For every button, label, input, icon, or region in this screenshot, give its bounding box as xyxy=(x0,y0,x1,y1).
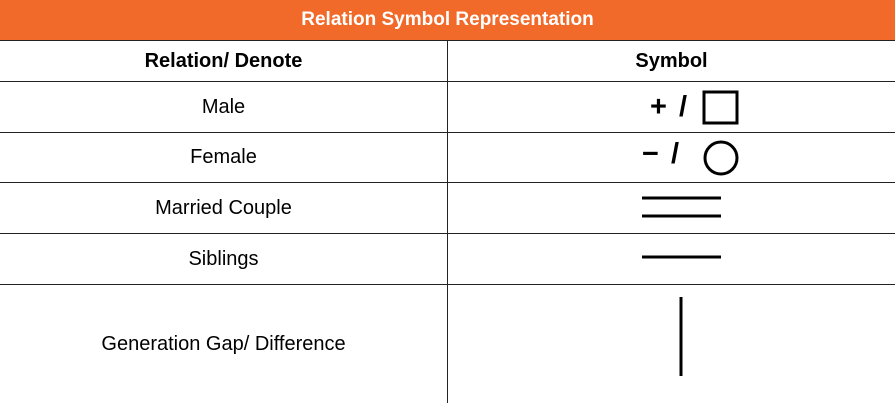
double-line-icon xyxy=(642,196,721,218)
relation-female: Female xyxy=(190,146,257,168)
column-divider xyxy=(447,40,448,403)
header-relation: Relation/ Denote xyxy=(144,49,303,72)
table-title: Relation Symbol Representation xyxy=(0,0,895,40)
vertical-line-icon xyxy=(679,297,683,376)
female-minus-slash: − / xyxy=(642,138,682,170)
symbol-married-couple xyxy=(448,183,895,233)
relation-generation-gap: Generation Gap/ Difference xyxy=(101,332,346,355)
circle-icon xyxy=(703,140,739,176)
symbol-female: − / xyxy=(448,133,895,182)
male-plus-slash: + / xyxy=(650,91,690,123)
horizontal-line-icon xyxy=(642,255,721,259)
symbol-male: + / xyxy=(448,82,895,132)
square-icon xyxy=(702,90,739,125)
relation-married-couple: Married Couple xyxy=(155,196,292,219)
symbol-generation-gap xyxy=(448,285,895,403)
relation-male: Male xyxy=(201,95,246,118)
header-symbol: Symbol xyxy=(635,49,708,72)
symbol-siblings xyxy=(448,234,895,284)
relation-siblings: Siblings xyxy=(188,247,259,270)
